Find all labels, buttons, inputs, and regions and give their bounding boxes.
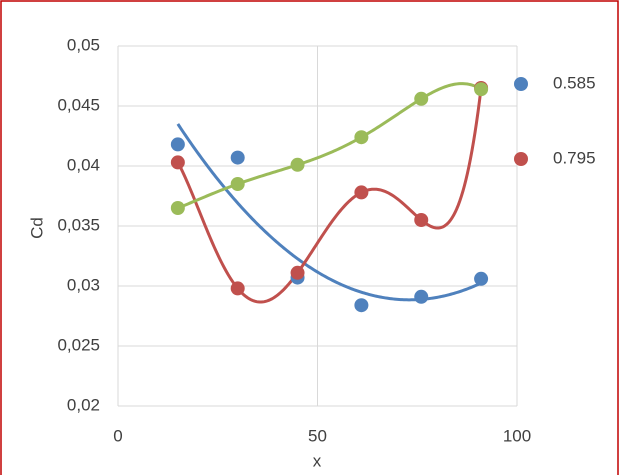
data-point: [290, 157, 305, 172]
data-point: [354, 298, 369, 313]
y-tick-label: 0,045: [57, 95, 100, 114]
trendline: [176, 123, 482, 302]
data-point: [290, 265, 305, 280]
data-point: [354, 130, 369, 145]
x-tick-label: 0: [113, 426, 122, 445]
data-point: [230, 150, 245, 165]
data-point: [414, 91, 429, 106]
legend-marker: [514, 152, 528, 166]
trendline: [177, 82, 482, 210]
x-tick-label: 50: [308, 426, 327, 445]
data-point: [474, 82, 489, 97]
data-point: [170, 201, 185, 215]
y-axis-label: Cd: [27, 217, 46, 239]
legend-marker: [514, 77, 528, 91]
y-tick-label: 0,025: [57, 335, 100, 354]
legend-label: 0.585: [553, 73, 596, 92]
data-point: [230, 177, 245, 191]
data-point: [230, 281, 245, 296]
y-tick-label: 0,03: [67, 275, 100, 294]
data-point: [414, 289, 429, 304]
y-tick-label: 0,02: [67, 395, 100, 414]
data-point: [354, 185, 369, 200]
trendline: [176, 87, 483, 304]
data-point: [474, 271, 489, 286]
data-point: [414, 213, 429, 227]
x-axis-label: x: [313, 451, 322, 470]
data-point: [170, 155, 185, 170]
data-point: [170, 137, 185, 152]
x-tick-label: 100: [503, 426, 531, 445]
y-tick-label: 0,05: [67, 35, 100, 54]
y-tick-label: 0,035: [57, 215, 100, 234]
y-tick-label: 0,04: [67, 155, 100, 174]
legend-label: 0.795: [553, 148, 596, 167]
